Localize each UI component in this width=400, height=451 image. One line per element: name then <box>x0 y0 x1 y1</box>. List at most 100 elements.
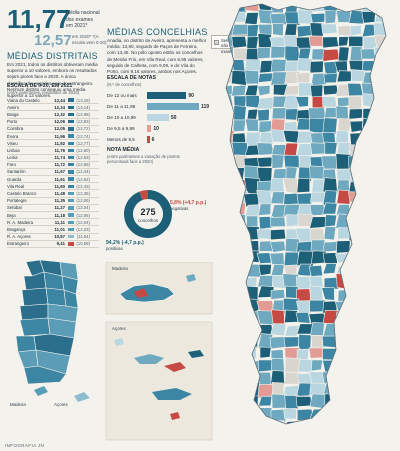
municipality-cell <box>256 252 272 264</box>
scale-bar <box>147 103 199 110</box>
municipality-cell <box>244 84 259 97</box>
municipality-cell <box>324 393 337 408</box>
municipality-cell <box>374 360 386 373</box>
municipality-cell <box>387 180 400 192</box>
previous-average-value: 12,57 <box>34 32 72 49</box>
municipality-cell <box>335 370 353 382</box>
district-prev: (12,83) <box>76 119 90 125</box>
district-name: Aveiro <box>7 104 20 110</box>
municipality-cell <box>226 10 234 23</box>
municipality-cell <box>298 47 312 61</box>
municipality-cell <box>348 360 364 373</box>
district-value: 11,48 <box>54 191 65 197</box>
municipality-cell <box>297 9 314 25</box>
municipality-cell <box>226 345 235 359</box>
district-row: Bragança 11,01 (12,23) <box>7 226 99 234</box>
calheta-area <box>134 288 148 298</box>
municipality-cell <box>361 394 376 407</box>
municipality-cell <box>390 346 400 359</box>
scale-label: De 11 a 11,99 <box>107 104 136 109</box>
municipality-cell <box>226 286 234 301</box>
municipality-cell <box>323 276 339 290</box>
district-swatch <box>68 177 74 181</box>
municipality-cell <box>270 45 286 59</box>
municipality-cell <box>389 1 400 12</box>
municipality-cell <box>361 322 379 337</box>
municipality-cell <box>388 73 400 84</box>
municipality-cell <box>321 371 338 385</box>
district-shape <box>33 333 75 357</box>
municipality-cell <box>322 117 338 135</box>
district-row: Coimbra 12,05 (12,72) <box>7 126 99 133</box>
district-shape <box>21 287 49 307</box>
municipality-cell <box>231 4 248 13</box>
municipality-cell <box>243 408 261 423</box>
madeira-island <box>119 283 175 303</box>
municipality-cell <box>376 84 386 99</box>
donut-slice-positivas <box>123 190 172 238</box>
municipality-cell <box>374 119 386 131</box>
municipality-cell <box>349 144 362 158</box>
municipality-cell <box>387 118 400 131</box>
municipality-cell <box>390 60 400 74</box>
municipality-cell <box>374 312 386 328</box>
municipality-cell <box>256 142 275 156</box>
municipality-cell <box>284 71 301 84</box>
municipality-cell <box>226 144 235 158</box>
district-value: 9,41 <box>56 241 65 247</box>
municipality-cell <box>335 383 351 397</box>
municipality-cell <box>348 155 365 169</box>
municipality-cell <box>226 239 235 252</box>
municipality-cell <box>257 85 271 97</box>
district-row: Braga 12,32 (12,98) <box>7 111 99 119</box>
municipality-cell <box>270 370 285 386</box>
municipality-cell <box>270 357 285 373</box>
municipality-cell <box>230 11 247 23</box>
district-prev: (12,60) <box>76 147 90 153</box>
scale-value: 50 <box>170 114 177 121</box>
municipality-cell <box>296 421 313 424</box>
scale-bar <box>147 114 169 121</box>
district-shape <box>17 349 39 369</box>
municipality-cell <box>226 301 237 314</box>
municipality-cell <box>296 263 311 277</box>
municipality-cell <box>388 144 400 155</box>
scale-bar <box>147 125 152 132</box>
note-donut-chart: 275 concelhos 5,8% (+4,7 p.p.) negativas… <box>106 190 207 251</box>
municipality-cell <box>388 253 400 266</box>
municipality-cell <box>295 312 311 324</box>
municipality-cell <box>376 337 386 349</box>
municipality-cell <box>374 167 386 182</box>
scale-row: De 11 a 11,99 119 <box>107 101 211 112</box>
municipality-cell <box>390 409 400 422</box>
municipality-cell <box>309 204 326 216</box>
municipality-cell <box>257 108 270 122</box>
municipality-cell <box>387 12 400 24</box>
scale-value: 90 <box>188 92 194 99</box>
municipality-cell <box>350 24 362 37</box>
islands-insets <box>105 262 213 441</box>
municipality-cell <box>284 325 300 337</box>
municipality-cell <box>336 360 350 373</box>
district-row: Vila Real 11,60 (12,43) <box>7 183 99 191</box>
municipality-cell <box>269 12 288 25</box>
municipality-cell <box>388 372 400 382</box>
district-name: R. A. Açores <box>7 234 31 240</box>
district-value: 11,96 <box>54 133 65 139</box>
municipality-cell <box>322 262 337 275</box>
municipality-cell <box>245 118 259 132</box>
municipality-cell <box>374 371 386 384</box>
district-name: Guarda <box>7 176 22 182</box>
municipality-cell <box>232 252 248 265</box>
municipality-cell <box>232 396 248 409</box>
district-row: Guarda 11,61 (12,52) <box>7 176 99 184</box>
municipality-cell <box>335 420 351 424</box>
municipality-cell <box>348 10 364 25</box>
municipality-cell <box>322 408 338 420</box>
district-value: 11,11 <box>54 219 65 225</box>
municipality-cell <box>245 334 259 349</box>
district-row: Setúbal 11,27 (12,04) <box>7 205 99 212</box>
municipality-cell <box>232 405 247 422</box>
municipality-cell <box>226 213 234 230</box>
municipality-cell <box>296 300 312 315</box>
